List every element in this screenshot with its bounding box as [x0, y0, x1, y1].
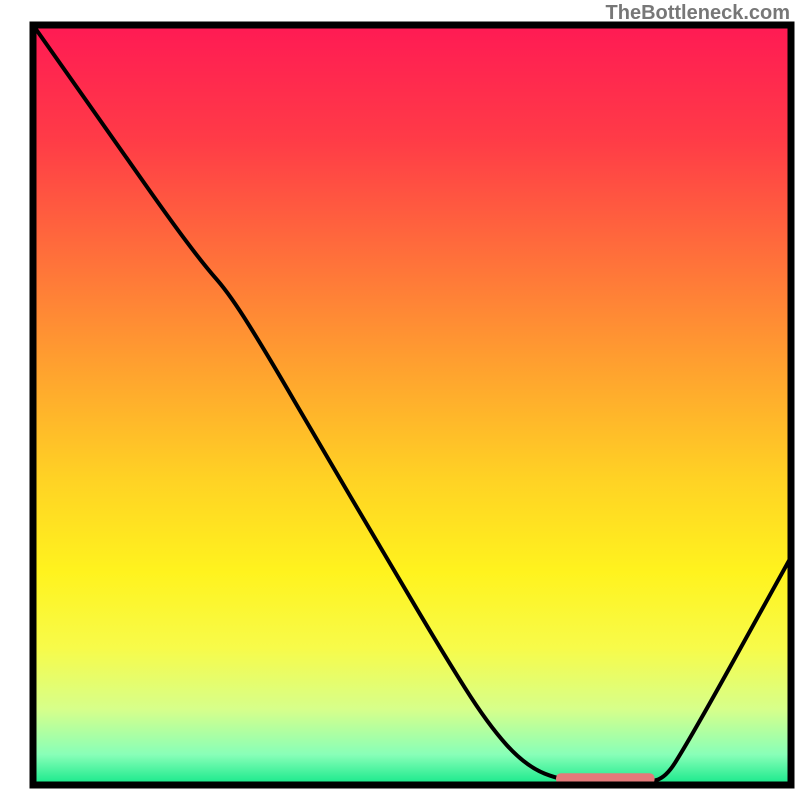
bottleneck-chart [0, 0, 800, 800]
gradient-background [33, 25, 791, 785]
watermark-text: TheBottleneck.com [606, 2, 790, 25]
chart-container: { "meta": { "watermark": "TheBottleneck.… [0, 0, 800, 800]
